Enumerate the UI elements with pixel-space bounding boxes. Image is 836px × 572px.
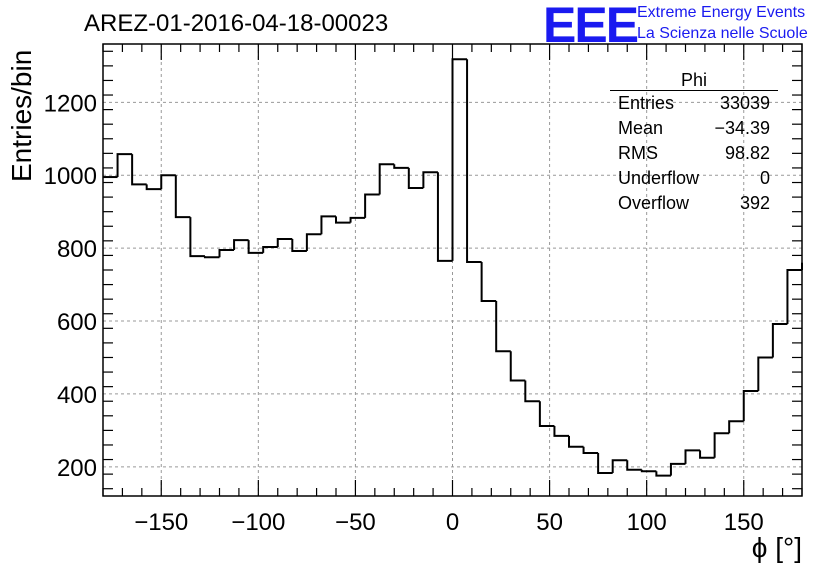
histogram-bin xyxy=(378,163,395,195)
histogram-bin xyxy=(393,164,409,169)
histogram-bin xyxy=(480,261,497,302)
x-tick-label: 100 xyxy=(627,509,667,536)
stats-row-rms: RMS 98.82 xyxy=(610,141,778,166)
histogram-bin xyxy=(495,300,511,353)
stats-value: 98.82 xyxy=(724,143,770,163)
histogram-bin xyxy=(291,239,307,253)
stats-value: 0 xyxy=(759,168,770,188)
histogram-bin xyxy=(364,193,380,218)
histogram-bin xyxy=(218,248,235,258)
histogram-bin xyxy=(160,174,176,190)
histogram-bin xyxy=(320,215,336,235)
histogram-bin xyxy=(466,59,482,263)
y-tick-label: 1200 xyxy=(44,90,97,117)
histogram-bin xyxy=(509,351,526,382)
histogram-bin xyxy=(640,469,657,473)
stats-box: Phi Entries 33039 Mean −34.39 RMS 98.82 … xyxy=(610,70,778,216)
y-tick-label: 200 xyxy=(57,455,97,482)
x-tick-label: −150 xyxy=(134,509,188,536)
histogram-bin xyxy=(568,435,584,448)
histogram-bin xyxy=(116,153,133,178)
y-tick-label: 800 xyxy=(57,236,97,263)
eee-logo: EEE xyxy=(543,0,639,53)
logo-line-2: La Scienza nelle Scuole xyxy=(637,25,808,42)
histogram-bin xyxy=(669,462,686,476)
y-tick-label: 1000 xyxy=(44,163,97,190)
histogram-bin xyxy=(771,322,788,358)
histogram-bin xyxy=(742,390,759,422)
stats-label: Underflow xyxy=(618,168,700,188)
histogram-bin xyxy=(451,58,468,261)
x-tick-label: −50 xyxy=(335,509,376,536)
tick-labels: −150 −100 −50 0 50 100 150 200 400 600 800 1000 1200 xyxy=(44,90,764,536)
y-axis-label: Entries/bin xyxy=(6,49,37,182)
histogram-bin xyxy=(422,171,438,188)
x-tick-label: 50 xyxy=(536,509,563,536)
histogram-bin xyxy=(713,432,730,458)
histogram-bin xyxy=(684,449,701,464)
stats-row-entries: Entries 33039 xyxy=(610,91,778,116)
histogram-bin xyxy=(655,471,671,477)
histogram-bin xyxy=(349,216,366,223)
stats-row-overflow: Overflow 392 xyxy=(610,191,778,216)
stats-label: Overflow xyxy=(618,193,690,213)
y-tick-label: 600 xyxy=(57,309,97,336)
stats-row-underflow: Underflow 0 xyxy=(610,166,778,191)
x-tick-label: −100 xyxy=(231,509,285,536)
chart-title: AREZ-01-2016-04-18-00023 xyxy=(84,10,389,37)
logo-line-1: Extreme Energy Events xyxy=(637,4,806,21)
stats-value: 33039 xyxy=(719,93,770,113)
histogram-bin xyxy=(145,184,162,191)
histogram-bin xyxy=(786,269,802,324)
x-axis-label: ϕ [°] xyxy=(751,532,802,563)
histogram-bin xyxy=(699,450,715,459)
histogram-bin xyxy=(597,452,613,475)
histogram-bin xyxy=(203,256,220,259)
stats-label: RMS xyxy=(618,143,658,163)
histogram-bin xyxy=(553,426,569,437)
stats-title: Phi xyxy=(610,70,778,91)
histogram-bin xyxy=(436,172,453,262)
x-tick-label: 0 xyxy=(446,509,459,536)
histogram-bin xyxy=(626,460,642,471)
histogram-bin xyxy=(524,380,540,403)
histogram-bin xyxy=(538,401,555,428)
stats-value: 392 xyxy=(739,193,770,213)
histogram-bin xyxy=(757,356,773,392)
x-tick-label: 150 xyxy=(724,509,764,536)
histogram-bin xyxy=(189,217,205,258)
stats-label: Mean xyxy=(618,118,664,138)
stats-value: −34.39 xyxy=(714,118,770,138)
histogram-bin xyxy=(247,240,264,254)
histogram-bin xyxy=(335,216,351,224)
histogram-bin xyxy=(276,238,293,248)
ticks xyxy=(102,44,803,496)
stats-row-mean: Mean −34.39 xyxy=(610,116,778,141)
histogram-bin xyxy=(262,246,278,253)
histogram-bin xyxy=(407,167,424,189)
histogram-bin xyxy=(131,154,147,186)
histogram-bin xyxy=(174,175,191,219)
histogram-bin xyxy=(233,239,249,250)
histogram-bin xyxy=(728,420,744,434)
histogram-bin xyxy=(305,233,322,252)
stats-label: Entries xyxy=(618,93,675,113)
y-tick-label: 400 xyxy=(57,382,97,409)
histogram-bin xyxy=(582,446,599,454)
histogram-bin xyxy=(611,459,628,474)
